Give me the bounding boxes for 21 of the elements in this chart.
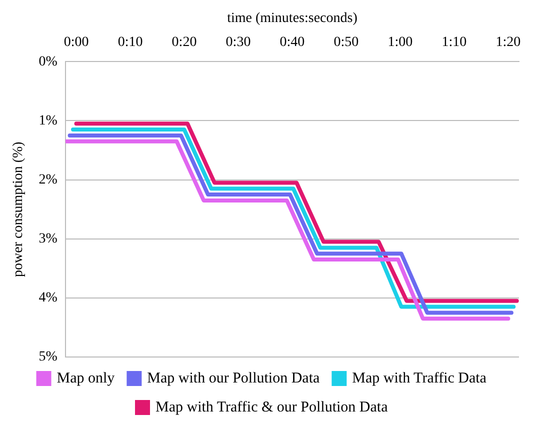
legend-label: Map with our Pollution Data xyxy=(147,370,320,386)
x-tick-label: 1:10 xyxy=(442,34,467,50)
legend-label: Map with Traffic & our Pollution Data xyxy=(156,399,388,416)
y-tick-label: 3% xyxy=(38,232,58,247)
x-tick-label: 0:10 xyxy=(118,34,143,50)
y-tick-label: 0% xyxy=(38,54,58,70)
x-tick-label: 0:00 xyxy=(64,34,89,50)
x-axis-title: time (minutes:seconds) xyxy=(227,11,358,26)
x-tick-label: 1:20 xyxy=(496,34,521,50)
legend-label: Map only xyxy=(56,370,116,386)
x-tick-label: 0:30 xyxy=(226,34,251,50)
y-tick-label: 1% xyxy=(38,113,58,128)
x-tick-label: 1:00 xyxy=(388,34,413,50)
y-tick-label: 5% xyxy=(38,350,58,365)
legend-label: Map with Traffic Data xyxy=(352,370,487,386)
x-tick-label: 0:40 xyxy=(280,34,305,50)
y-axis-title: power consumption (%) xyxy=(11,141,26,277)
x-tick-label: 0:20 xyxy=(172,34,197,50)
y-tick-label: 2% xyxy=(38,172,58,188)
x-tick-label: 0:50 xyxy=(334,34,359,50)
y-tick-label: 4% xyxy=(38,290,58,306)
